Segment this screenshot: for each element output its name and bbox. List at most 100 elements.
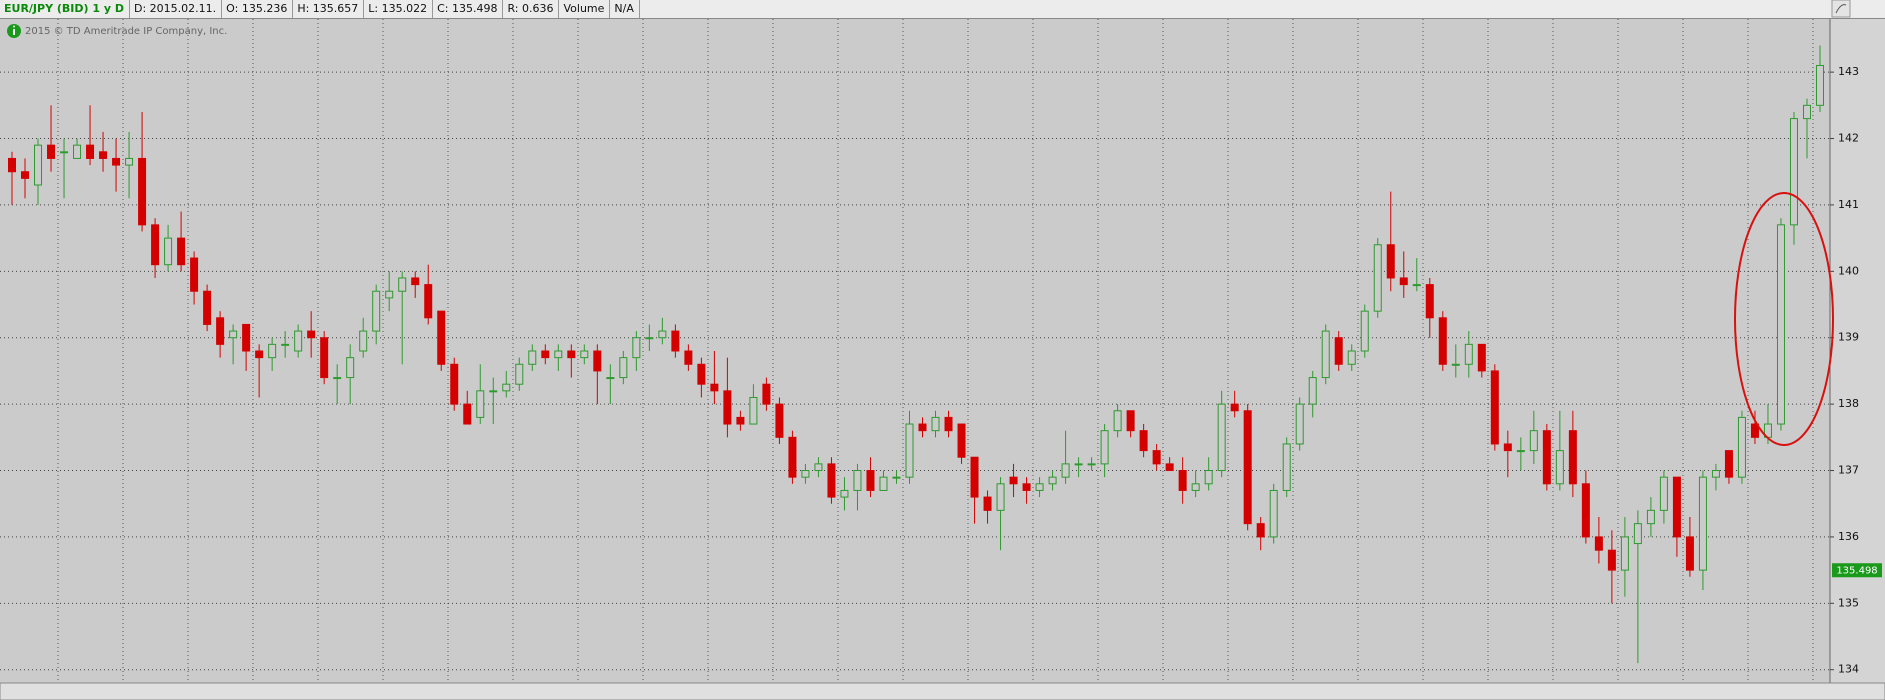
candle-body: [1074, 463, 1083, 466]
candle-body: [580, 350, 589, 359]
candle-body: [957, 423, 966, 458]
candle-body: [1022, 483, 1031, 491]
y-tick-label: 143: [1838, 65, 1859, 78]
candle-body: [294, 330, 303, 352]
candle-body: [1607, 549, 1616, 571]
candle-body: [125, 157, 134, 166]
candle-body: [1373, 244, 1382, 312]
candle-body: [320, 337, 329, 379]
candle-body: [606, 377, 615, 380]
candle-body: [541, 350, 550, 359]
candle-body: [1672, 476, 1681, 538]
candle-body: [1126, 410, 1135, 432]
candle-body: [619, 357, 628, 379]
candle-body: [398, 277, 407, 292]
y-tick-label: 136: [1838, 530, 1859, 543]
candle-body: [788, 436, 797, 478]
header-bar: EUR/JPY (BID) 1 y D D: 2015.02.11. O: 13…: [0, 0, 1885, 19]
candle-body: [905, 423, 914, 478]
candle-body: [866, 470, 875, 491]
candle-body: [1698, 476, 1707, 571]
candle-body: [60, 151, 69, 154]
last-price-box: [1832, 563, 1882, 578]
candle-body: [1009, 476, 1018, 485]
candle-body: [216, 317, 225, 345]
candle-body: [1087, 463, 1096, 466]
candle-body: [385, 290, 394, 299]
range-value: R: 0.636: [503, 0, 560, 18]
candle-body: [671, 330, 680, 352]
candle-body: [21, 171, 30, 179]
candle-body: [983, 496, 992, 511]
candle-body: [1750, 423, 1759, 438]
candle-body: [502, 383, 511, 392]
date: D: 2015.02.11.: [130, 0, 223, 18]
symbol[interactable]: EUR/JPY (BID) 1 y D: [0, 0, 130, 18]
candle-body: [762, 383, 771, 405]
candle-body: [1659, 476, 1668, 511]
axis-background: [1830, 19, 1885, 683]
candle-body: [632, 337, 641, 359]
candle-body: [528, 350, 537, 365]
candle-body: [164, 237, 173, 266]
candle-body: [1503, 443, 1512, 452]
candle-body: [697, 363, 706, 385]
candle-body: [736, 416, 745, 425]
candle-body: [944, 416, 953, 432]
candle-body: [489, 390, 498, 393]
candle-body: [996, 483, 1005, 511]
candle-body: [372, 290, 381, 332]
candle-body: [1490, 370, 1499, 445]
plot-background: [0, 19, 1830, 683]
candle-body: [593, 350, 602, 372]
candle-body: [1386, 244, 1395, 279]
candle-body: [814, 463, 823, 472]
candle-body: [1334, 337, 1343, 365]
candle-body: [554, 350, 563, 359]
candle-body: [1061, 463, 1070, 478]
candle-body: [190, 257, 199, 292]
candle-body: [840, 489, 849, 498]
candle-body: [1035, 483, 1044, 491]
candle-body: [476, 390, 485, 418]
candle-body: [1620, 536, 1629, 571]
candle-body: [138, 157, 147, 226]
candle-body: [1816, 64, 1824, 106]
candle-body: [229, 330, 238, 339]
bottom-bar: [0, 682, 1885, 700]
candle-body: [1438, 317, 1447, 365]
candle-body: [268, 343, 277, 359]
low-value: L: 135.022: [364, 0, 434, 18]
candle-body: [1685, 536, 1694, 571]
candle-body: [801, 470, 810, 478]
candle-body: [1243, 410, 1252, 525]
open-value: O: 135.236: [222, 0, 294, 18]
candle-body: [1737, 416, 1746, 478]
candle-body: [1646, 509, 1655, 525]
candle-body: [1711, 470, 1720, 478]
y-tick-label: 137: [1838, 464, 1859, 477]
candle-body: [567, 350, 576, 359]
candle-body: [658, 330, 667, 339]
candle-body: [775, 403, 784, 438]
candle-body: [1152, 450, 1161, 465]
candle-body: [437, 310, 446, 365]
last-price-label: 135.498: [1836, 565, 1877, 576]
candle-body: [853, 470, 862, 491]
tool-icon-glyph: [1835, 4, 1847, 14]
candle-body: [1529, 430, 1538, 452]
candle-body: [1308, 377, 1317, 405]
volume-value: N/A: [610, 0, 640, 18]
candle-body: [892, 476, 901, 479]
candle-body: [1633, 523, 1642, 545]
candle-body: [281, 343, 290, 346]
y-tick-label: 142: [1838, 132, 1859, 145]
info-icon-dot: [13, 25, 15, 28]
tool-icon[interactable]: [1831, 0, 1851, 18]
candle-body: [1542, 430, 1551, 485]
y-tick-label: 135: [1838, 596, 1859, 609]
candle-body: [86, 144, 95, 159]
candle-body: [1802, 104, 1811, 120]
